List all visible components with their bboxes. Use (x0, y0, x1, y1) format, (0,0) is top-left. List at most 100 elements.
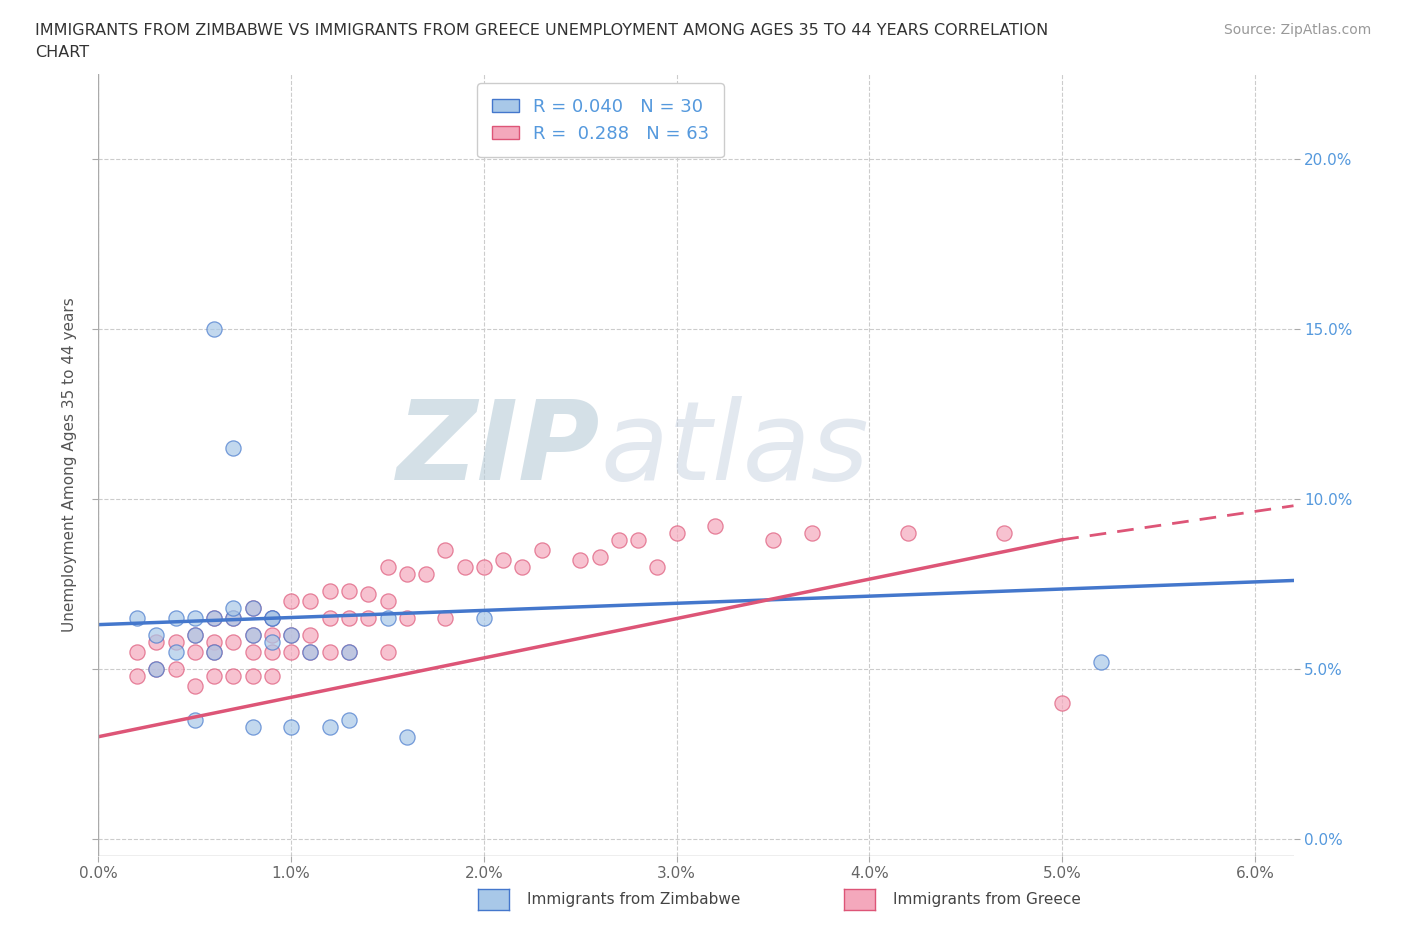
Point (299, 593, 322, 608)
Point (569, 552, 592, 567)
Point (492, 552, 515, 567)
Point (704, 519, 727, 534)
Point (453, 560, 475, 575)
Point (242, 719, 264, 734)
Point (202, 322, 225, 337)
Point (647, 560, 669, 575)
Point (665, 525, 688, 540)
Point (260, 610, 283, 625)
Point (299, 628, 322, 643)
Point (512, 560, 534, 575)
Point (260, 668, 283, 683)
Point (319, 610, 342, 625)
Point (165, 634, 187, 649)
Point (125, 610, 148, 625)
Point (395, 566, 418, 581)
Y-axis label: Unemployment Among Ages 35 to 44 years: Unemployment Among Ages 35 to 44 years (62, 298, 77, 632)
Point (242, 628, 264, 643)
Point (530, 542, 553, 557)
Point (222, 634, 245, 649)
Point (202, 610, 225, 625)
Point (337, 644, 360, 659)
Point (280, 593, 302, 608)
Point (395, 610, 418, 625)
Text: IMMIGRANTS FROM ZIMBABWE VS IMMIGRANTS FROM GREECE UNEMPLOYMENT AMONG AGES 35 TO: IMMIGRANTS FROM ZIMBABWE VS IMMIGRANTS F… (35, 23, 1049, 38)
Point (357, 587, 380, 602)
Point (242, 628, 264, 643)
Point (299, 644, 322, 659)
Point (242, 668, 264, 683)
Point (762, 532, 785, 547)
Point (222, 600, 245, 615)
Point (184, 712, 207, 727)
Point (588, 550, 610, 565)
Point (800, 525, 823, 540)
Point (260, 610, 283, 625)
Point (145, 661, 167, 676)
Point (222, 668, 245, 683)
Point (319, 583, 342, 598)
Point (377, 644, 399, 659)
Point (184, 644, 207, 659)
Point (280, 628, 302, 643)
Legend: R = 0.040   N = 30, R =  0.288   N = 63: R = 0.040 N = 30, R = 0.288 N = 63 (477, 84, 724, 157)
Point (260, 644, 283, 659)
Point (184, 678, 207, 693)
Point (357, 610, 380, 625)
Point (319, 719, 342, 734)
Point (472, 560, 495, 575)
Point (1050, 696, 1073, 711)
Text: Immigrants from Zimbabwe: Immigrants from Zimbabwe (527, 892, 741, 907)
Point (202, 644, 225, 659)
Point (125, 668, 148, 683)
Point (222, 610, 245, 625)
Point (395, 729, 418, 744)
Point (145, 634, 167, 649)
Point (242, 600, 264, 615)
Point (377, 560, 399, 575)
Point (337, 583, 360, 598)
Point (377, 610, 399, 625)
Point (993, 525, 1015, 540)
Text: CHART: CHART (35, 45, 89, 60)
Point (319, 644, 342, 659)
Point (165, 644, 187, 659)
Point (280, 644, 302, 659)
Point (184, 628, 207, 643)
Point (299, 644, 322, 659)
Point (434, 542, 457, 557)
Text: Immigrants from Greece: Immigrants from Greece (893, 892, 1081, 907)
Point (184, 610, 207, 625)
Point (242, 644, 264, 659)
Point (202, 610, 225, 625)
Point (222, 441, 245, 456)
Point (145, 628, 167, 643)
Point (472, 610, 495, 625)
Point (337, 644, 360, 659)
Point (337, 610, 360, 625)
Point (1090, 655, 1112, 670)
Point (627, 532, 650, 547)
Point (242, 600, 264, 615)
Point (415, 566, 437, 581)
Point (202, 644, 225, 659)
Point (202, 634, 225, 649)
Text: atlas: atlas (600, 396, 869, 503)
Point (607, 532, 630, 547)
Point (222, 610, 245, 625)
Point (377, 593, 399, 608)
Point (165, 610, 187, 625)
Point (165, 661, 187, 676)
Point (184, 628, 207, 643)
Point (260, 628, 283, 643)
Text: ZIP: ZIP (396, 396, 600, 503)
Text: Source: ZipAtlas.com: Source: ZipAtlas.com (1223, 23, 1371, 37)
Point (260, 610, 283, 625)
Point (145, 661, 167, 676)
Point (260, 634, 283, 649)
Point (337, 712, 360, 727)
Point (125, 644, 148, 659)
Point (897, 525, 920, 540)
Point (280, 628, 302, 643)
Point (202, 668, 225, 683)
